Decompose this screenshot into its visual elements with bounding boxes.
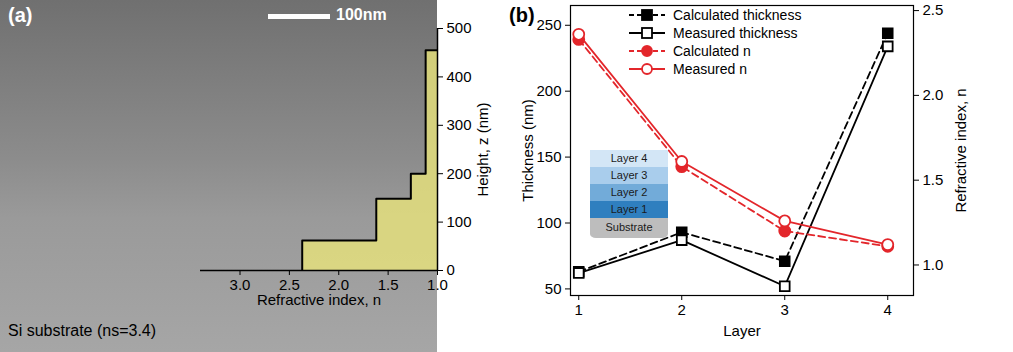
svg-text:1.0: 1.0 — [427, 276, 448, 293]
svg-text:3: 3 — [781, 301, 789, 318]
html-text:Measured n: Measured n — [673, 61, 747, 77]
svg-text:2.0: 2.0 — [328, 276, 350, 294]
svg-text:0: 0 — [447, 261, 455, 278]
html-text:Si substrate (ns=3.4): Si substrate (ns=3.4) — [8, 322, 157, 339]
svg-text:300: 300 — [447, 116, 472, 133]
html-text:Layer 4: Layer 4 — [610, 152, 648, 164]
svg-text:1.0: 1.0 — [923, 256, 944, 273]
svg-text:Layer: Layer — [723, 322, 761, 339]
svg-text:1.5: 1.5 — [377, 276, 399, 294]
svg-text:250: 250 — [536, 16, 561, 33]
html-text:Layer 2: Layer 2 — [610, 186, 648, 198]
svg-text:3.0: 3.0 — [230, 276, 251, 293]
svg-text:2.0: 2.0 — [923, 86, 944, 103]
svg-text:1: 1 — [575, 301, 583, 318]
svg-text:4: 4 — [884, 301, 892, 318]
svg-text:500: 500 — [447, 19, 472, 36]
svg-text:200: 200 — [447, 165, 472, 182]
svg-text:100: 100 — [536, 214, 561, 231]
html-text:Substrate: Substrate — [605, 221, 653, 233]
svg-text:100: 100 — [447, 213, 472, 230]
svg-text:Thickness (nm): Thickness (nm) — [519, 99, 536, 202]
svg-text:1.5: 1.5 — [923, 171, 944, 188]
html-text:Layer 1: Layer 1 — [610, 203, 648, 215]
svg-text:2.5: 2.5 — [278, 276, 300, 294]
html-text:Calculated n: Calculated n — [673, 43, 751, 59]
svg-text:Refractive index, n: Refractive index, n — [257, 291, 381, 308]
svg-text:2: 2 — [678, 301, 686, 318]
html-text:Measured thickness: Measured thickness — [673, 25, 798, 41]
svg-text:Height, z (nm): Height, z (nm) — [474, 102, 491, 196]
html-text:100nm: 100nm — [336, 6, 387, 23]
svg-text:2.5: 2.5 — [923, 1, 944, 18]
html-text:Layer 3: Layer 3 — [610, 169, 648, 181]
html-text:(b): (b) — [509, 4, 535, 26]
html-text:Calculated thickness: Calculated thickness — [673, 7, 802, 23]
svg-text:50: 50 — [545, 280, 562, 297]
svg-text:200: 200 — [536, 82, 561, 99]
html-text:(a): (a) — [8, 4, 33, 26]
svg-text:150: 150 — [536, 148, 561, 165]
svg-text:Refractive index, n: Refractive index, n — [952, 88, 969, 212]
svg-text:400: 400 — [447, 68, 472, 85]
